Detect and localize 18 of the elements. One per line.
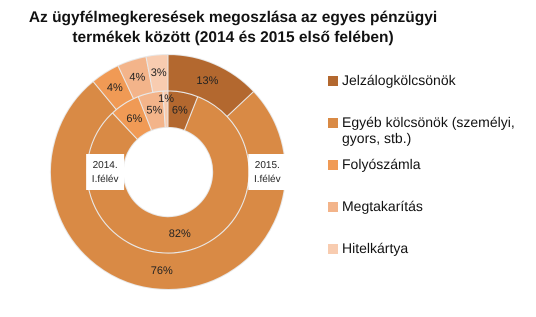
legend-label: Hitelkártya	[342, 240, 408, 256]
data-label: 5%	[146, 104, 162, 117]
legend-label: Folyószámla	[342, 156, 421, 172]
slice-label: 2015. I.félév	[254, 160, 281, 185]
data-label: 4%	[106, 82, 123, 94]
data-label: 82%	[168, 228, 191, 240]
slice-label: 2014. I.félév	[92, 160, 118, 185]
data-label: 13%	[196, 74, 219, 87]
chart-title: Az ügyfélmegkeresések megoszlása az egyes pénzügyi termékek között (2014 és 2015 első felében)	[28, 8, 438, 48]
data-label: 6%	[126, 112, 142, 125]
data-label: 1%	[158, 93, 174, 106]
data-label: 4%	[129, 72, 146, 84]
data-label: 6%	[172, 104, 188, 116]
legend-label: Jelzálogkölcsönök	[342, 72, 456, 88]
legend-label: Egyéb kölcsönök (személyi, gyors, stb.)	[342, 114, 516, 146]
data-label: 76%	[150, 265, 173, 278]
legend-label: Megtakarítás	[342, 198, 423, 214]
data-label: 3%	[150, 67, 167, 80]
